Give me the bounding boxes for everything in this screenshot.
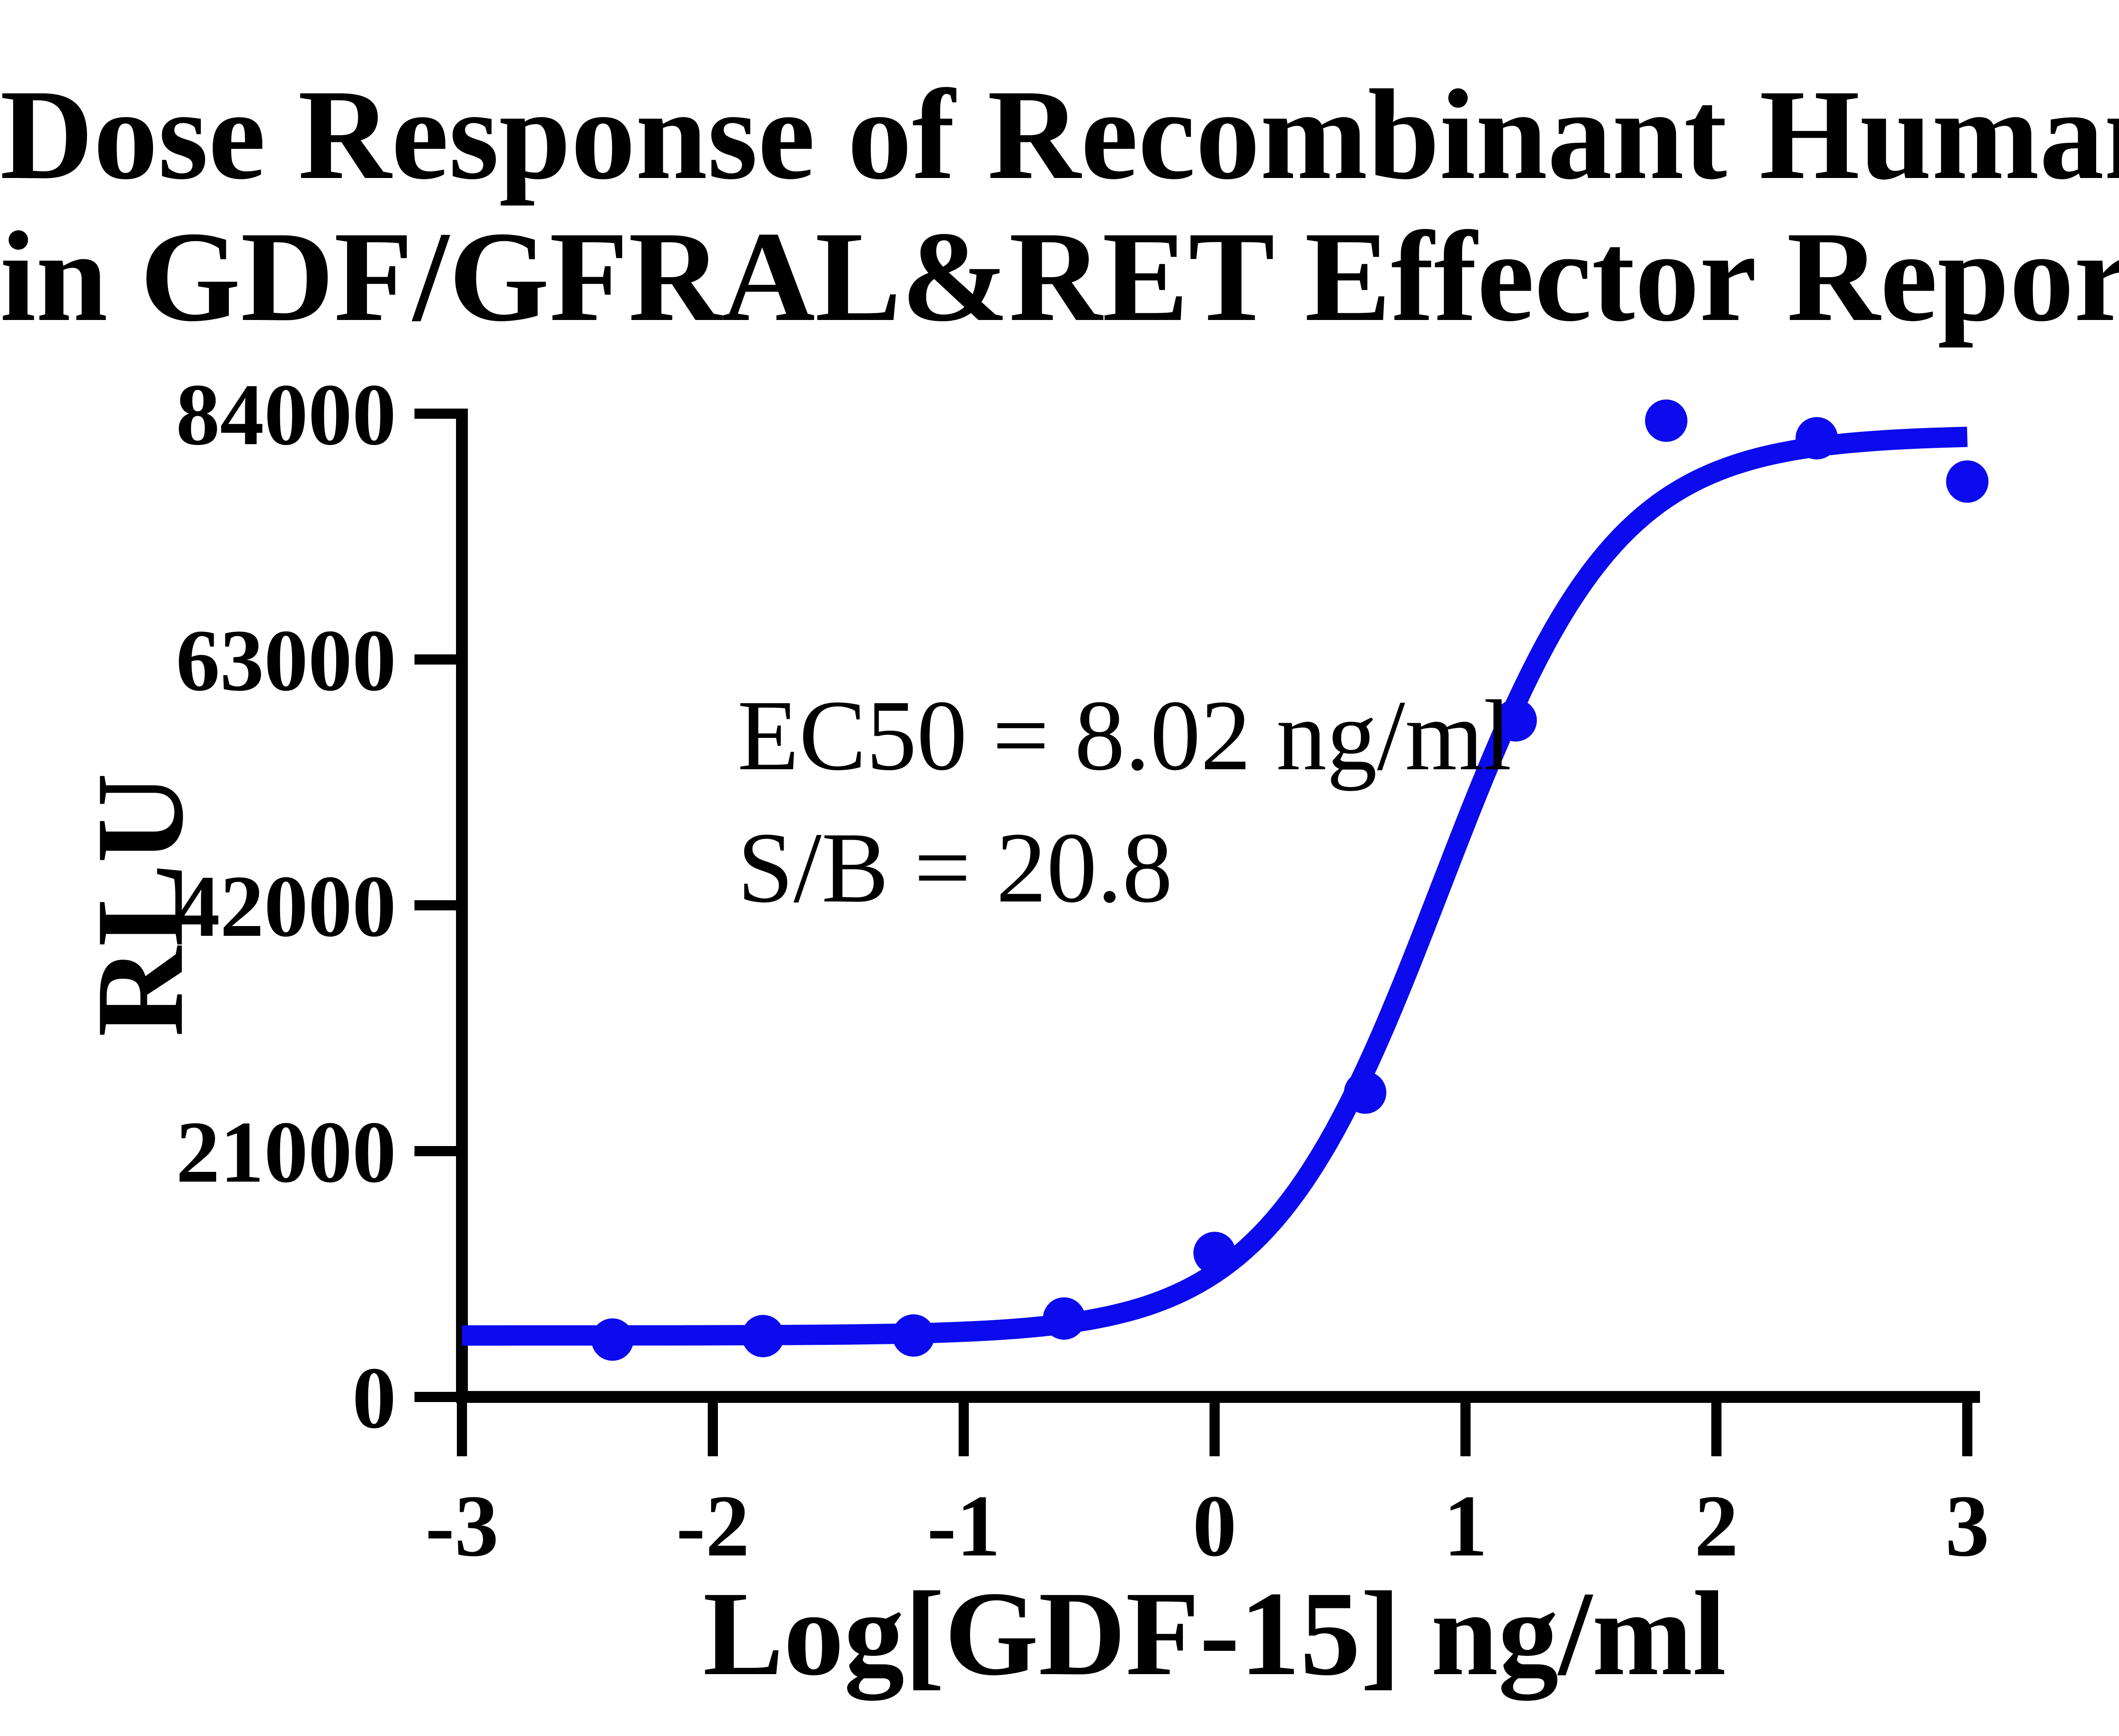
y-tick-label: 84000: [176, 366, 396, 463]
x-tick-label: -2: [676, 1477, 749, 1575]
data-point: [1043, 1297, 1085, 1340]
data-point: [1795, 417, 1838, 459]
y-tick-label: 0: [352, 1349, 396, 1447]
x-tick-label: 2: [1694, 1477, 1738, 1575]
chart-title-line2: in GDF/GFRAL&RET Effector Reporter Cell（…: [0, 205, 2119, 348]
y-tick-label: 42000: [176, 857, 396, 955]
x-tick-label: 0: [1193, 1477, 1237, 1575]
x-axis-title: Log[GDF-15] ng/ml: [703, 1566, 1727, 1700]
data-point: [1645, 399, 1688, 442]
x-tick-label: -1: [927, 1477, 1000, 1575]
data-point: [1344, 1071, 1387, 1114]
x-tick-label: -3: [425, 1477, 498, 1575]
fit-annotation: EC50 = 8.02 ng/ml S/B = 20.8: [737, 670, 1512, 934]
data-point: [591, 1318, 634, 1361]
data-point: [742, 1315, 784, 1358]
data-point: [1946, 460, 1988, 503]
y-tick-label: 63000: [176, 612, 396, 709]
data-point: [1494, 699, 1537, 742]
ec50-annotation: EC50 = 8.02 ng/ml: [737, 680, 1512, 791]
chart-title: Dose Response of Recombinant Human GDF-1…: [0, 64, 2119, 348]
y-tick-label: 21000: [176, 1103, 396, 1201]
x-tick-label: 1: [1443, 1477, 1488, 1575]
data-point: [892, 1314, 935, 1357]
x-tick-label: 3: [1945, 1477, 1989, 1575]
data-point: [1193, 1232, 1236, 1274]
signal-background-annotation: S/B = 20.8: [737, 812, 1173, 924]
chart-title-line1: Dose Response of Recombinant Human GDF-1…: [0, 63, 2119, 206]
